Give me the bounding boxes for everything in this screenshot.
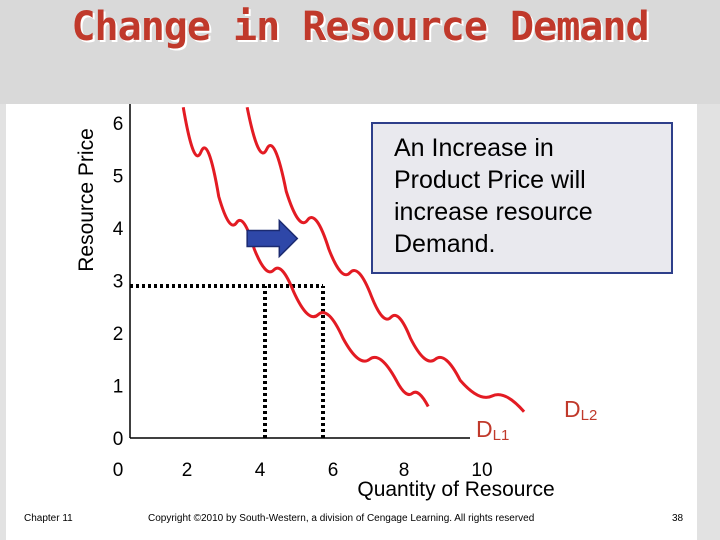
- demand-curve-dl2: [245, 106, 526, 413]
- curve-label-dl1: DL1: [476, 416, 509, 444]
- annotation-box: [371, 122, 673, 274]
- demand-curve-dl1: [181, 106, 430, 408]
- y-tick-label: 4: [113, 219, 124, 240]
- y-tick-label: 1: [113, 377, 124, 398]
- frame-left: [0, 104, 6, 540]
- footer-page-number: 38: [672, 513, 684, 524]
- x-tick-label: 10: [471, 460, 492, 481]
- x-axis-label: Quantity of Resource: [357, 478, 554, 501]
- y-tick-label: 3: [113, 272, 124, 293]
- annotation-text: An Increase in Product Price will increa…: [394, 134, 593, 258]
- title-band: [0, 0, 720, 104]
- x-tick-label: 0: [113, 460, 124, 481]
- curve-label-dl2: DL2: [564, 396, 597, 424]
- footer-copyright: Copyright ©2010 by South-Western, a divi…: [148, 513, 535, 524]
- x-tick-label: 8: [399, 460, 410, 481]
- x-tick-label: 4: [255, 460, 266, 481]
- footer-chapter: Chapter 11: [24, 513, 73, 524]
- y-tick-label: 5: [113, 167, 124, 188]
- shift-arrow: [246, 218, 299, 259]
- x-tick-label: 2: [182, 460, 193, 481]
- x-tick-label: 6: [328, 460, 339, 481]
- frame-right: [697, 104, 720, 540]
- y-tick-label: 0: [113, 429, 124, 450]
- slide-title: Change in Resource Demand: [71, 4, 649, 50]
- y-tick-label: 6: [113, 114, 124, 135]
- y-tick-label: 2: [113, 324, 124, 345]
